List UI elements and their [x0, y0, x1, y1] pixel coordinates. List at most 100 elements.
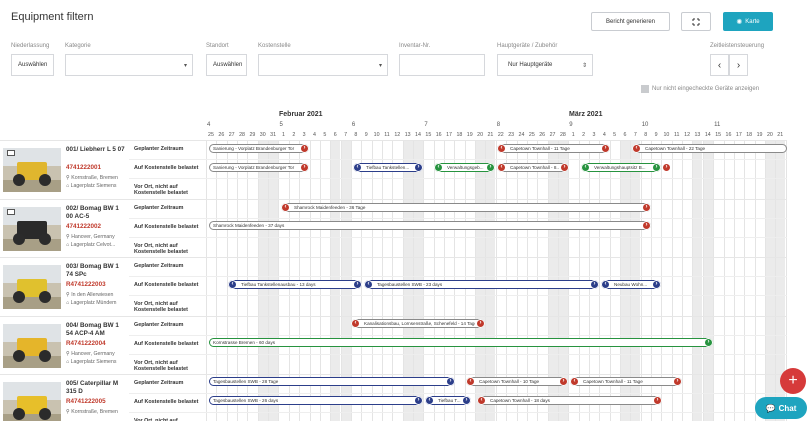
machine-number[interactable]: R4741222003 — [66, 281, 106, 288]
machine-number[interactable]: 4741222002 — [66, 223, 102, 230]
machine-site: ⌂ Lagerplatz Celvot... — [66, 242, 116, 248]
booking-bar[interactable]: Capetown Townhall - 10 Tage — [466, 377, 568, 386]
machine-photo[interactable] — [3, 324, 61, 368]
not-checked-in-checkbox[interactable] — [641, 85, 649, 93]
booking-bar[interactable]: Kornstrasse Bremen - 60 days — [209, 338, 713, 347]
booking-start-handle[interactable]: ‹ — [632, 144, 641, 153]
booking-end-handle[interactable]: › — [559, 377, 568, 386]
booking-end-handle[interactable]: › — [486, 163, 495, 172]
booking-start-handle[interactable]: ‹ — [477, 396, 486, 405]
booking-end-handle[interactable]: › — [300, 144, 309, 153]
booking-bar[interactable]: Capetown Townhall - 22 Tage — [632, 144, 787, 153]
booking-start-handle[interactable]: ‹ — [581, 163, 590, 172]
booking-bar[interactable]: Shamrock Maidenfeeden - 37 days — [209, 221, 651, 230]
row-label-on-site: Vor Ort, nicht auf Kostenstelle belastet — [134, 243, 188, 256]
booking-start-handle[interactable]: ‹ — [351, 319, 360, 328]
booking-end-handle[interactable]: › — [414, 163, 423, 172]
booking-start-handle[interactable]: ‹ — [228, 280, 237, 289]
booking-end-handle[interactable]: › — [642, 203, 651, 212]
chat-button[interactable]: 💬 Chat — [755, 397, 807, 419]
booking-start-handle[interactable]: ‹ — [497, 144, 506, 153]
timeline-next-button[interactable]: › — [729, 54, 748, 76]
booking-bar[interactable]: Kanalisationsbau, Lornsenstraße, Schenef… — [351, 319, 485, 328]
kostenstelle-select[interactable]: ▾ — [258, 54, 388, 76]
booking-start-handle[interactable]: ‹ — [434, 163, 443, 172]
booking-start-handle[interactable]: ‹ — [570, 377, 579, 386]
booking-end-handle[interactable]: › — [642, 221, 651, 230]
image-icon[interactable] — [7, 209, 15, 215]
booking-bar[interactable]: Shamrock Maidenfeeden - 36 Tage — [281, 203, 651, 212]
booking-bar[interactable]: Tiefbau Tankstellenausbau - 13 days — [228, 280, 362, 289]
day-gridline — [361, 140, 363, 421]
standort-select[interactable]: Auswählen — [206, 54, 247, 76]
booking-start-handle[interactable]: ‹ — [353, 163, 362, 172]
hauptgeraete-select[interactable]: Nur Hauptgeräte ⇕ — [497, 54, 593, 76]
booking-end-handle[interactable]: › — [652, 163, 661, 172]
machine-number[interactable]: R4741222004 — [66, 340, 106, 347]
booking-bar[interactable]: Sanierung - Vorplatz Brandenburger Tor — [209, 163, 309, 172]
day-gridline — [702, 140, 704, 421]
booking-start-handle[interactable]: ‹ — [601, 280, 610, 289]
timeline-prev-button[interactable]: ‹ — [710, 54, 729, 76]
booking-start-handle[interactable]: ‹ — [281, 203, 290, 212]
booking-start-handle[interactable]: ‹ — [497, 163, 506, 172]
add-button[interactable]: + — [780, 368, 806, 394]
booking-end-handle[interactable]: › — [353, 280, 362, 289]
booking-bar[interactable]: Capetown Townhall - 11 Tage — [497, 144, 610, 153]
niederlassung-label: Niederlassung — [11, 43, 50, 49]
booking-end-handle[interactable]: › — [560, 163, 569, 172]
machine-photo[interactable] — [3, 382, 61, 421]
inventar-input[interactable] — [399, 54, 485, 76]
booking-end-handle[interactable]: › — [704, 338, 713, 347]
day-number: 6 — [333, 132, 337, 138]
machine-address: ⚲ Kornstraße, Bremen — [66, 409, 118, 415]
booking-end-handle[interactable]: › — [462, 396, 471, 405]
image-icon[interactable] — [7, 150, 15, 156]
day-number: 21 — [487, 132, 494, 138]
booking-end-handle[interactable]: › — [601, 144, 610, 153]
generate-report-button[interactable]: Bericht generieren — [591, 12, 670, 31]
day-gridline — [226, 140, 228, 421]
booking-bar[interactable]: Capetown Townhall - 8... — [497, 163, 569, 172]
booking-bar[interactable]: Tagesbaustellen SWB - 26 days — [209, 396, 423, 405]
booking-label: Sanierung - Vorplatz Brandenburger Tor — [213, 165, 295, 170]
booking-label: Verwaltungsgeb... — [447, 165, 484, 170]
booking-bar[interactable]: Capetown Townhall - 11 Tage — [570, 377, 682, 386]
booking-bar[interactable]: Tiefbau Tankstellen... — [353, 163, 423, 172]
machine-name[interactable]: 001/ Liebherr L 5 07 — [66, 146, 125, 153]
booking-start-handle[interactable]: ‹ — [466, 377, 475, 386]
machine-name[interactable]: 002/ Bomag BW 1 00 AC-5 — [66, 205, 119, 220]
booking-end-handle[interactable]: › — [476, 319, 485, 328]
machine-number[interactable]: 4741222001 — [66, 164, 102, 171]
booking-start-handle[interactable]: ‹ — [364, 280, 373, 289]
booking-end-handle[interactable]: › — [662, 163, 671, 172]
booking-bar[interactable]: Tagesbaustellen SWB - 28 Tage — [209, 377, 455, 386]
not-checked-in-label: Nur nicht eingecheckte Geräte anzeigen — [652, 86, 760, 92]
booking-label: Tagesbaustellen SWB - 28 Tage — [213, 379, 279, 384]
day-number: 12 — [394, 132, 401, 138]
machine-name[interactable]: 004/ Bomag BW 1 54 ACP-4 AM — [66, 322, 119, 337]
machine-name[interactable]: 005/ Caterpillar M 315 D — [66, 380, 119, 395]
map-button[interactable]: ✺ Karte — [723, 12, 773, 31]
booking-bar[interactable]: Sanierung - Vorplatz Brandenburger Tor — [209, 144, 309, 153]
machine-name[interactable]: 003/ Bomag BW 1 74 SPc — [66, 263, 119, 278]
booking-end-handle[interactable]: › — [652, 280, 661, 289]
machine-photo[interactable] — [3, 265, 61, 309]
machine-number[interactable]: R4741222005 — [66, 398, 106, 405]
day-number: 1 — [571, 132, 575, 138]
booking-end-handle[interactable]: › — [414, 396, 423, 405]
booking-end-handle[interactable]: › — [590, 280, 599, 289]
booking-bar[interactable]: Tagesbaustellen SWB - 23 days — [364, 280, 599, 289]
booking-bar[interactable]: Verwaltungshauptsitz B... — [581, 163, 661, 172]
expand-button[interactable] — [681, 12, 711, 31]
booking-bar[interactable]: Capetown Townhall - 18 days — [477, 396, 662, 405]
booking-start-handle[interactable]: ‹ — [425, 396, 434, 405]
kategorie-select[interactable]: ▾ — [65, 54, 193, 76]
niederlassung-select[interactable]: Auswählen — [11, 54, 54, 76]
booking-end-handle[interactable]: › — [446, 377, 455, 386]
booking-label: Sanierung - Vorplatz Brandenburger Tor — [213, 146, 295, 151]
booking-end-handle[interactable]: › — [653, 396, 662, 405]
booking-end-handle[interactable]: › — [300, 163, 309, 172]
booking-end-handle[interactable]: › — [673, 377, 682, 386]
machine-photo[interactable] — [3, 207, 61, 251]
